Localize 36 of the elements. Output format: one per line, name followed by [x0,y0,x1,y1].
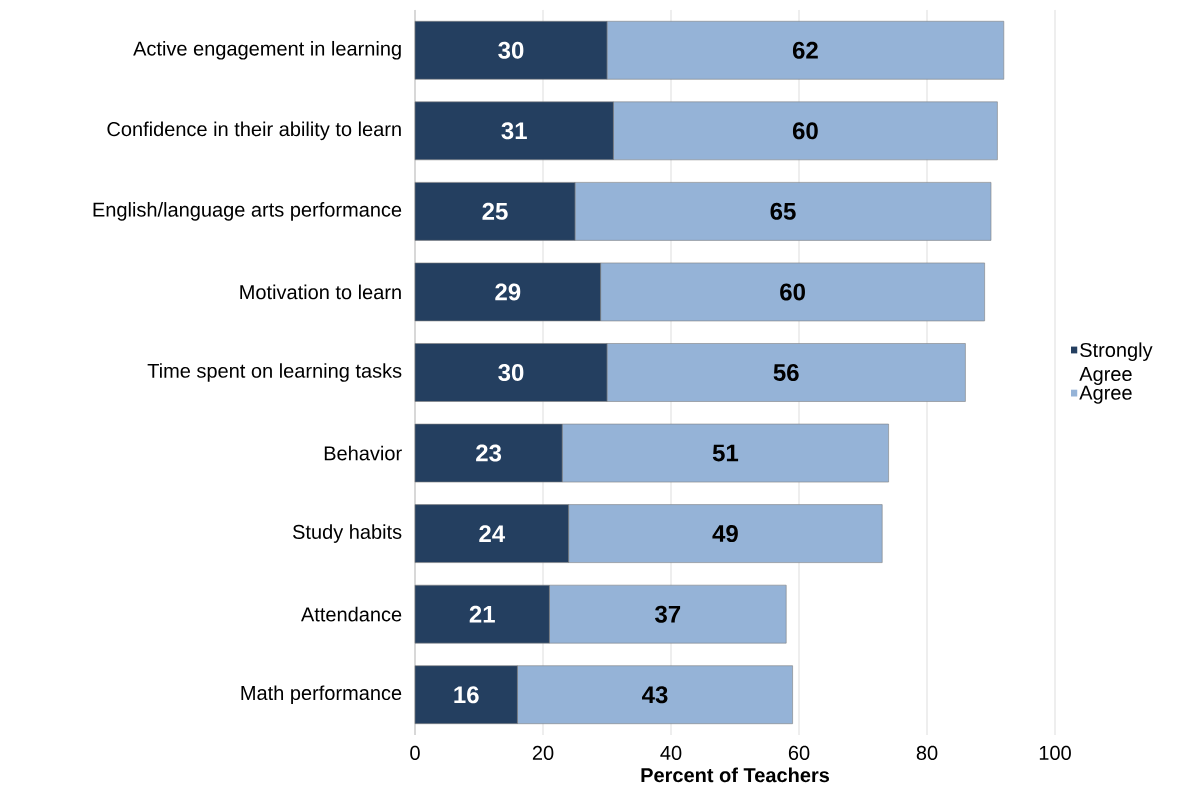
data-label: 23 [476,444,502,462]
data-label: 30 [498,41,524,59]
data-label: 16 [454,686,479,704]
data-label: 37 [655,605,681,623]
legend-label: Agree [1079,385,1132,404]
data-label: 24 [479,525,506,542]
y-tick-label: English/language arts performance [93,202,402,221]
y-tick-label: Attendance [301,606,402,622]
x-tick-label: 100 [1039,745,1071,761]
data-label: 25 [482,202,508,220]
x-tick-label: 40 [660,745,682,761]
x-tick-label: 60 [788,745,810,761]
y-tick-label: Active engagement in learning [133,40,401,60]
y-tick-label: Time spent on learning tasks [147,363,402,382]
x-axis-title: Percent of Teachers [641,767,830,783]
y-tick-label: Behavior [324,445,402,461]
x-tick-label: 80 [916,745,938,761]
data-label: 49 [712,525,738,543]
data-label: 60 [780,283,805,301]
data-label: 60 [792,122,818,140]
y-tick-label: Confidence in their ability to learn [107,121,401,141]
data-label: 43 [642,686,668,704]
y-tick-label: Motivation to learn [240,284,401,300]
data-label: 30 [498,363,524,381]
x-tick-label: 20 [532,745,554,761]
data-label: 31 [501,122,527,140]
y-tick-label: Math performance [241,685,402,705]
data-label: 21 [469,605,495,623]
data-label: 62 [792,41,818,59]
data-label: 56 [773,363,799,381]
data-label: 51 [712,444,739,462]
data-label: 65 [770,202,796,220]
legend-label: Strongly Agree [1079,342,1153,386]
x-tick-label: 0 [410,745,420,761]
data-label: 29 [495,283,521,301]
y-tick-label: Study habits [292,524,402,543]
